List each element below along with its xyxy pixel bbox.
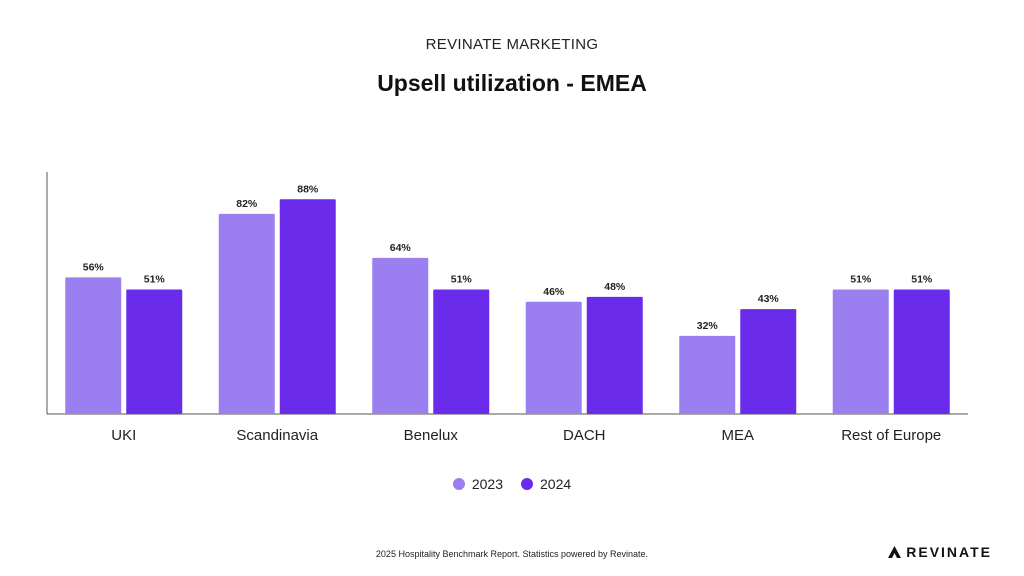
bar-rest-of-europe-2024 bbox=[893, 289, 950, 414]
bar-chart: 56% 51% UKI 82% 88% Scandinavia 64% 51% Benelux 4… bbox=[46, 172, 968, 444]
data-label-uki-2024: 51% bbox=[144, 274, 166, 286]
data-label-mea-2024: 43% bbox=[758, 293, 780, 305]
data-label-rest-of-europe-2023: 51% bbox=[850, 274, 872, 286]
bar-dach-2024 bbox=[586, 296, 643, 414]
legend-item-2024: 2024 bbox=[521, 476, 571, 492]
legend-swatch-2023 bbox=[452, 478, 465, 490]
bar-uki-2024 bbox=[126, 289, 183, 414]
x-tick-label-benelux: Benelux bbox=[404, 427, 459, 444]
data-label-benelux-2023: 64% bbox=[390, 242, 412, 254]
data-label-scandinavia-2023: 82% bbox=[236, 198, 258, 210]
x-tick-label-scandinavia: Scandinavia bbox=[236, 427, 318, 444]
bar-rest-of-europe-2023 bbox=[832, 289, 889, 414]
report-eyebrow: REVINATE MARKETING bbox=[425, 36, 599, 53]
bar-benelux-2024 bbox=[433, 289, 490, 414]
data-label-scandinavia-2024: 88% bbox=[297, 183, 319, 195]
bar-scandinavia-2023 bbox=[218, 213, 275, 414]
brand-logo: REVINATE bbox=[888, 544, 992, 560]
data-label-dach-2024: 48% bbox=[604, 281, 626, 293]
x-tick-label-rest-of-europe: Rest of Europe bbox=[841, 427, 941, 444]
revinate-logo-icon bbox=[888, 546, 902, 558]
chart-title: Upsell utilization - EMEA bbox=[377, 70, 647, 96]
data-label-mea-2023: 32% bbox=[697, 320, 719, 332]
bar-mea-2024 bbox=[740, 309, 797, 414]
legend-item-2023: 2023 bbox=[452, 476, 503, 492]
x-tick-label-mea: MEA bbox=[721, 427, 754, 444]
data-label-dach-2023: 46% bbox=[543, 286, 565, 298]
bar-uki-2023 bbox=[65, 277, 122, 414]
data-label-rest-of-europe-2024: 51% bbox=[911, 274, 933, 286]
brand-name: REVINATE bbox=[906, 544, 992, 560]
legend-label-2024: 2024 bbox=[540, 476, 572, 492]
legend-label-2023: 2023 bbox=[471, 476, 503, 492]
footer-note: 2025 Hospitality Benchmark Report. Stati… bbox=[375, 549, 649, 559]
bar-dach-2023 bbox=[525, 301, 582, 414]
bar-mea-2023 bbox=[679, 335, 736, 414]
x-tick-label-dach: DACH bbox=[563, 427, 606, 444]
bar-benelux-2023 bbox=[372, 257, 429, 414]
legend-swatch-2024 bbox=[521, 478, 533, 490]
chart-legend: 2023 2024 bbox=[0, 476, 1024, 492]
x-tick-label-uki: UKI bbox=[111, 427, 136, 444]
bar-scandinavia-2024 bbox=[279, 199, 336, 414]
data-label-benelux-2024: 51% bbox=[451, 274, 473, 286]
data-label-uki-2023: 56% bbox=[83, 261, 105, 273]
